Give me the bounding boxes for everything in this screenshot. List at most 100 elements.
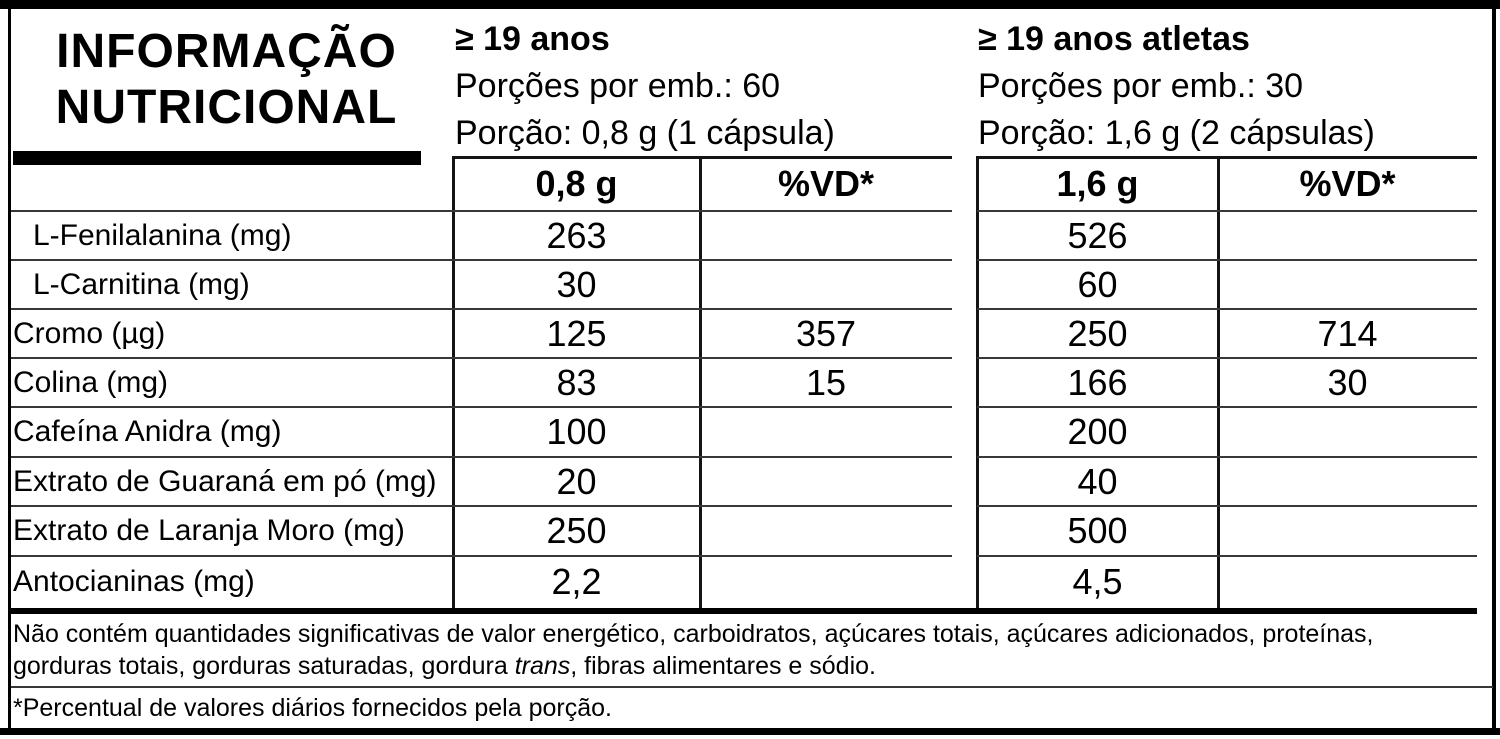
qty-right-value: 500 (1067, 510, 1128, 551)
table-row: L-Fenilalanina (mg) 263 526 (0, 211, 1500, 260)
col-header-qty-left: 0,8 g (535, 163, 618, 204)
qty-left-value: 30 (556, 263, 597, 305)
row-line (977, 210, 1477, 212)
servings-per-pack-athletes: Porções por emb.: 30 (978, 67, 1304, 105)
qty-right-value: 200 (1067, 411, 1128, 452)
row-line (977, 456, 1477, 458)
vd-right-value (1218, 407, 1477, 457)
footnote-divider-line (11, 686, 1493, 688)
header-top-line-right (976, 156, 1477, 159)
vd-right-value: 714 (1317, 312, 1378, 354)
col-header-vd-right: %VD* (1299, 163, 1396, 204)
qty-left-value: 250 (546, 510, 607, 551)
header-top-line-left (452, 156, 952, 159)
vd-right-value (1218, 556, 1477, 608)
table-row: Cromo (µg) 125 357 250 714 (0, 309, 1500, 358)
vd-right-value (1218, 260, 1477, 309)
disclaimer-line2: gorduras totais, gorduras saturadas, gor… (13, 650, 1488, 682)
row-line (11, 210, 952, 212)
vd-right-value (1218, 506, 1477, 556)
qty-right-value: 60 (1077, 263, 1118, 305)
title-divider-bar (13, 151, 421, 165)
qty-left-value: 83 (556, 361, 597, 403)
no-significant-amounts-note: Não contém quantidades significativas de… (13, 618, 1488, 682)
outer-border-top (0, 0, 1500, 9)
row-line (11, 259, 952, 261)
vd-right-value (1218, 211, 1477, 260)
col-header-vd-left: %VD* (777, 163, 875, 204)
row-line (11, 555, 952, 557)
row-line (977, 357, 1477, 359)
outer-border-bottom (0, 728, 1500, 735)
grid-vline-qty-right (976, 157, 979, 614)
nutrient-name: L-Fenilalanina (mg) (33, 218, 292, 252)
disclaimer-line1: Não contém quantidades significativas de… (13, 620, 1374, 648)
serving-info-athletes: ≥ 19 anos atletas Porções por emb.: 30 P… (978, 16, 1493, 157)
nutrient-name: Antocianinas (mg) (13, 565, 255, 598)
vd-right-value: 30 (1327, 361, 1368, 403)
row-line (11, 456, 952, 458)
row-line (11, 406, 952, 408)
disclaimer-line2-after: , fibras alimentares e sódio. (570, 652, 876, 680)
label-title-line1: INFORMAÇÃO (56, 25, 397, 78)
disclaimer-line2-before: gorduras totais, gorduras saturadas, gor… (13, 652, 515, 680)
table-row: Antocianinas (mg) 2,2 4,5 (0, 556, 1500, 608)
row-line (11, 505, 952, 507)
table-row: Cafeína Anidra (mg) 100 200 (0, 407, 1500, 457)
col-header-qty-right: 1,6 g (1056, 163, 1139, 204)
nutrient-name: Extrato de Guaraná em pó (mg) (13, 464, 437, 498)
grid-vline-vd-right (1217, 157, 1220, 614)
vd-left-value (700, 506, 952, 556)
row-line (977, 406, 1477, 408)
daily-value-footnote: *Percentual de valores diários fornecido… (13, 694, 612, 722)
nutrient-name: Cromo (µg) (13, 316, 166, 350)
row-line (977, 505, 1477, 507)
qty-right-value: 40 (1077, 460, 1118, 502)
vd-right-value (1218, 457, 1477, 506)
table-row: Extrato de Guaraná em pó (mg) 20 40 (0, 457, 1500, 506)
row-line (977, 308, 1477, 310)
row-line (977, 555, 1477, 557)
nutrient-name: Colina (mg) (13, 365, 169, 399)
vd-left-value (700, 260, 952, 309)
age-group-athletes: ≥ 19 anos atletas (978, 20, 1250, 58)
table-row: Extrato de Laranja Moro (mg) 250 500 (0, 506, 1500, 556)
qty-left-value: 125 (546, 312, 607, 354)
nutrient-name: Cafeína Anidra (mg) (13, 415, 282, 448)
qty-right-value: 166 (1067, 361, 1128, 403)
qty-left-value: 20 (556, 460, 597, 502)
qty-left-value: 2,2 (551, 561, 602, 602)
outer-border-right (1492, 0, 1496, 735)
qty-left-value: 100 (546, 411, 607, 452)
vd-left-value (700, 556, 952, 608)
row-line (11, 357, 952, 359)
servings-per-pack-adults: Porções por emb.: 60 (455, 67, 781, 105)
qty-right-value: 4,5 (1072, 561, 1123, 602)
label-title-line2: NUTRICIONAL (55, 81, 398, 134)
serving-size-athletes: Porção: 1,6 g (2 cápsulas) (978, 114, 1375, 152)
row-line (977, 259, 1477, 261)
disclaimer-trans-italic: trans (514, 652, 571, 680)
serving-size-adults: Porção: 0,8 g (1 cápsula) (455, 114, 835, 152)
qty-left-value: 263 (546, 214, 607, 256)
outer-border-left (8, 0, 11, 735)
vd-left-value (700, 407, 952, 457)
vd-left-value: 357 (795, 312, 857, 354)
row-line (11, 308, 952, 310)
vd-left-value (700, 457, 952, 506)
nutrient-name: L-Carnitina (mg) (33, 267, 250, 301)
grid-vline-vd-left (699, 157, 702, 614)
nutrient-name: Extrato de Laranja Moro (mg) (13, 514, 405, 547)
label-title: INFORMAÇÃO NUTRICIONAL (13, 24, 440, 136)
age-group-adults: ≥ 19 anos (455, 20, 610, 58)
table-row: Colina (mg) 83 15 166 30 (0, 358, 1500, 407)
vd-left-value: 15 (805, 361, 847, 403)
grid-vline-qty-left (452, 157, 455, 614)
table-bottom-bar (11, 608, 1477, 614)
qty-right-value: 526 (1067, 214, 1128, 256)
vd-left-value (700, 211, 952, 260)
qty-right-value: 250 (1067, 312, 1128, 354)
serving-info-adults: ≥ 19 anos Porções por emb.: 60 Porção: 0… (455, 16, 970, 157)
table-row: L-Carnitina (mg) 30 60 (0, 260, 1500, 309)
